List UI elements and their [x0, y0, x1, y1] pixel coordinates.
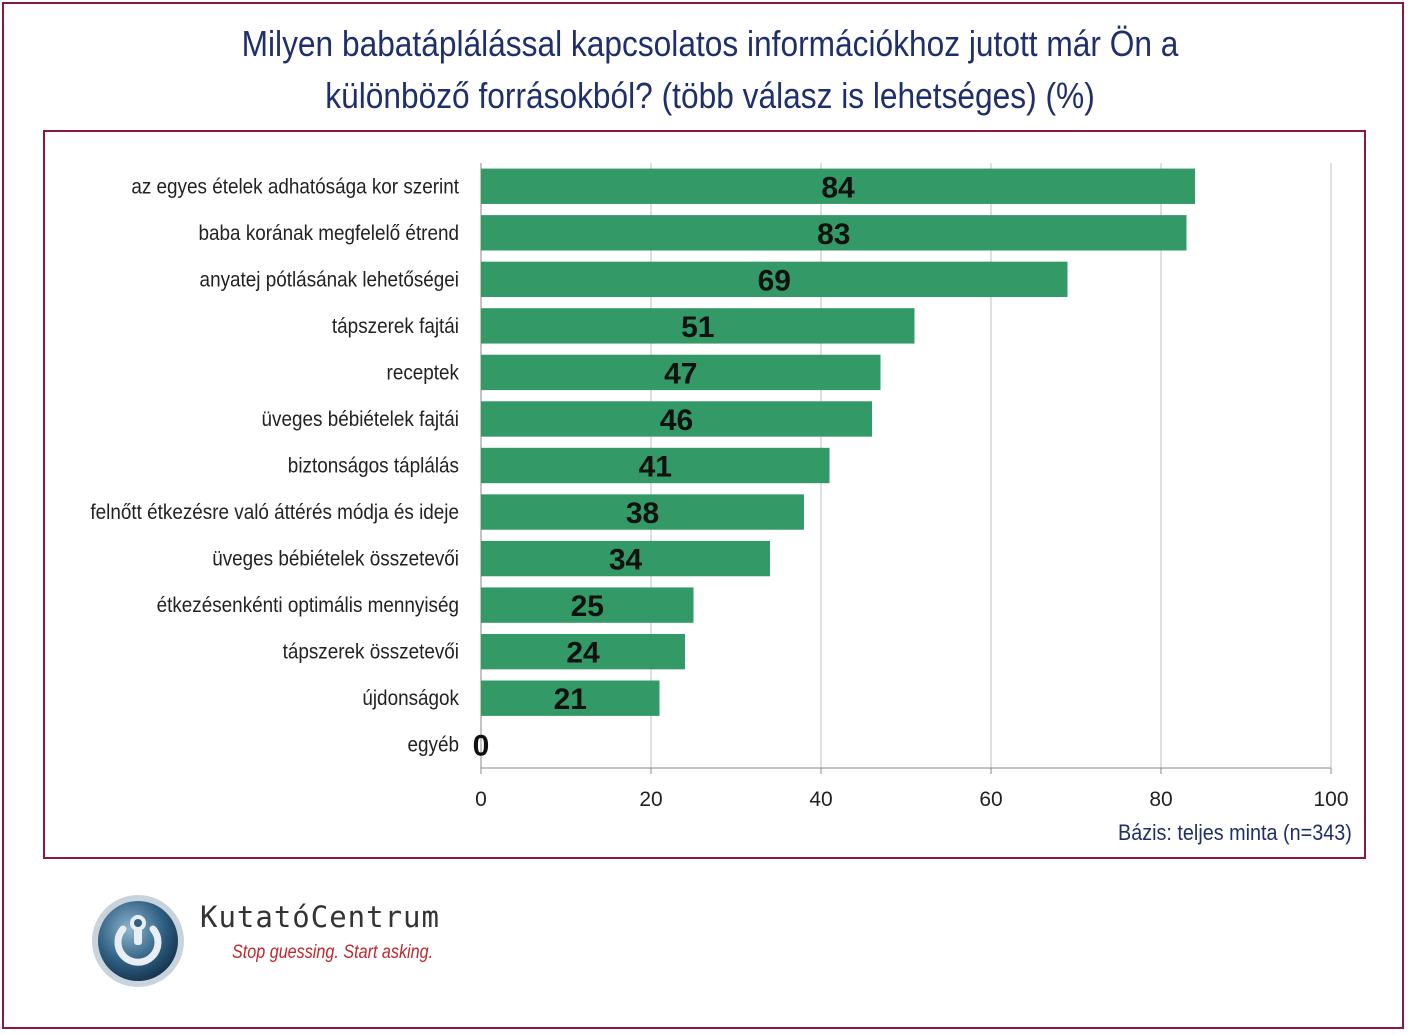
data-label: 0	[473, 730, 490, 763]
bar	[481, 680, 660, 716]
bar	[481, 354, 881, 391]
bar	[481, 587, 694, 623]
data-label: 38	[626, 497, 659, 530]
brand-name: KutatóCentrum	[200, 900, 440, 934]
bar	[481, 447, 830, 484]
chart-title: Milyen babatáplálással kapcsolatos infor…	[138, 18, 1282, 122]
bar	[481, 401, 872, 437]
bar	[481, 494, 804, 530]
chart-title-line1: Milyen babatáplálással kapcsolatos infor…	[241, 23, 1179, 64]
chart-title-line2: különböző forrásokból? (több válasz is l…	[325, 75, 1095, 116]
category-label: baba korának megfelelő étrend	[199, 222, 459, 245]
data-label: 51	[681, 311, 714, 344]
bar	[481, 308, 915, 344]
category-label: étkezésenkénti optimális mennyiség	[157, 594, 459, 617]
x-tick-label: 80	[1149, 788, 1172, 811]
x-tick-label: 20	[639, 788, 662, 811]
category-label: tápszerek fajtái	[332, 315, 459, 338]
data-label: 21	[554, 683, 587, 716]
brand-tagline: Stop guessing. Start asking.	[232, 942, 434, 963]
x-tick-label: 0	[475, 788, 487, 811]
bar-chart: 0 20 40 60 80 100 az egyes ételek adhatósága k…	[90, 163, 1349, 811]
category-label: az egyes ételek adhatósága kor szerint	[131, 175, 459, 198]
x-tick-label: 100	[1313, 788, 1348, 811]
category-label: újdonságok	[362, 687, 460, 710]
data-label: 46	[660, 404, 693, 437]
category-label: egyéb	[408, 734, 459, 757]
bar	[481, 540, 770, 577]
x-tick-label: 60	[979, 788, 1002, 811]
data-label: 24	[566, 637, 600, 670]
data-label: 84	[821, 171, 855, 204]
bar	[481, 168, 1195, 204]
category-label: tápszerek összetevői	[283, 641, 459, 664]
bar	[481, 215, 1187, 251]
data-label: 69	[758, 264, 791, 297]
data-label: 41	[639, 451, 672, 484]
data-label: 83	[817, 218, 850, 251]
data-label: 34	[609, 544, 643, 577]
category-label: biztonságos táplálás	[288, 455, 459, 478]
bar	[481, 261, 1068, 298]
base-note: Bázis: teljes minta (n=343)	[1118, 820, 1352, 845]
category-label: felnőtt étkezésre való áttérés módja és …	[90, 501, 459, 524]
category-label: üveges bébiételek fajtái	[262, 408, 459, 431]
category-label: receptek	[387, 362, 460, 385]
category-label: üveges bébiételek összetevői	[212, 548, 459, 571]
data-label: 25	[571, 590, 604, 623]
x-tick-label: 40	[809, 788, 832, 811]
data-label: 47	[664, 357, 697, 390]
category-label: anyatej pótlásának lehetőségei	[200, 268, 459, 291]
bar	[481, 633, 685, 670]
kutatocentrum-logo-icon	[92, 895, 184, 987]
chart-area: 0 20 40 60 80 100 az egyes ételek adhatósága k…	[43, 130, 1366, 859]
